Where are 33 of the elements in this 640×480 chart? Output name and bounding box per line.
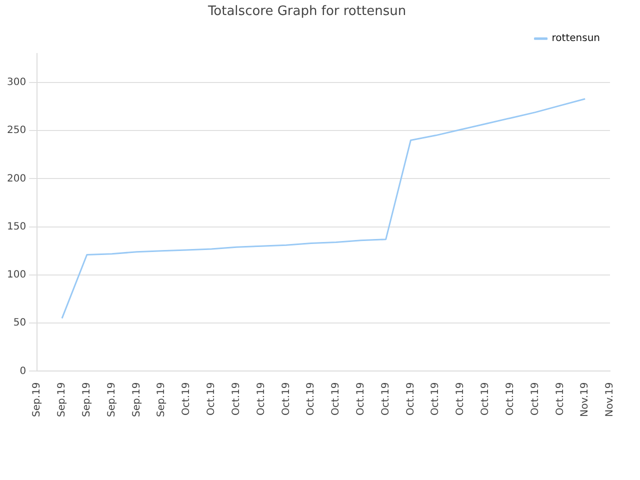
x-tick-label: Oct.19 <box>206 382 218 416</box>
x-tick-label: Sep.19 <box>131 382 142 418</box>
y-tick-label: 100 <box>6 270 26 281</box>
x-tick-label: Oct.19 <box>306 382 317 416</box>
x-tick-label: Oct.19 <box>430 382 442 416</box>
x-tick-label: Oct.19 <box>356 382 366 416</box>
y-tick-label: 300 <box>6 77 26 88</box>
x-tick-label: Oct.19 <box>256 382 267 416</box>
x-tick-label: Sep.19 <box>32 382 43 418</box>
x-tick-label: Oct.19 <box>230 382 242 416</box>
x-tick-label: Oct.19 <box>480 382 492 416</box>
x-tick-label: Sep.19 <box>82 382 92 418</box>
x-tick-label: Oct.19 <box>554 382 566 416</box>
x-tick-label: Nov.19 <box>604 382 616 417</box>
y-tick-label: 50 <box>13 318 26 329</box>
x-tick-label: Nov.19 <box>580 382 591 417</box>
y-tick-label: 0 <box>20 366 26 377</box>
x-tick-label: Oct.19 <box>280 382 292 416</box>
x-tick-label: Oct.19 <box>455 382 466 416</box>
x-tick-label: Sep.19 <box>156 382 168 418</box>
x-tick-label: Oct.19 <box>380 382 392 416</box>
y-tick-label: 250 <box>6 125 26 136</box>
x-tick-label: Oct.19 <box>181 382 192 416</box>
chart-title: Totalscore Graph for rottensun <box>206 4 406 20</box>
x-tick-label: Oct.19 <box>504 382 516 416</box>
x-tick-label: Oct.19 <box>330 382 342 416</box>
y-tick-label: 150 <box>6 221 26 232</box>
x-tick-label: Oct.19 <box>405 382 416 416</box>
x-tick-label: Oct.19 <box>530 382 541 416</box>
x-tick-label: Sep.19 <box>56 382 68 418</box>
legend-label: rottensun <box>552 33 600 44</box>
x-tick-label: Sep.19 <box>106 382 118 418</box>
y-tick-label: 200 <box>6 173 26 184</box>
